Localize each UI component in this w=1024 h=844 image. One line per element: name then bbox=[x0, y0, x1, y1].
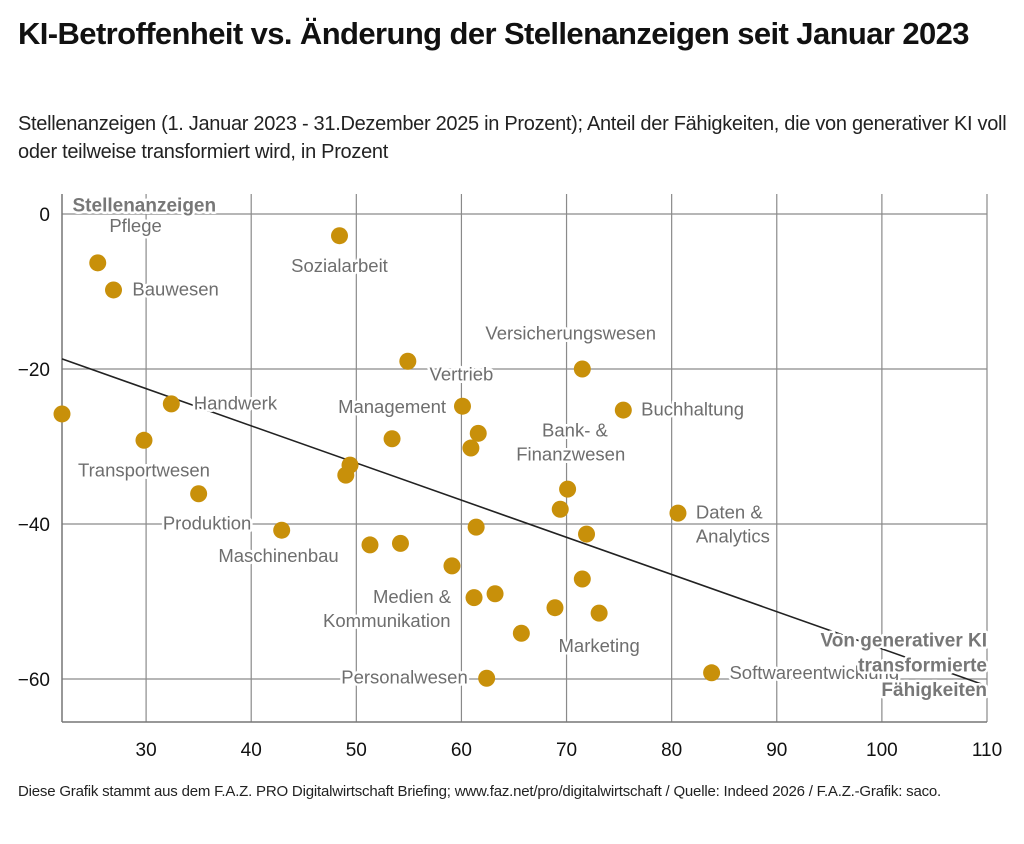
y-tick-label: −40 bbox=[18, 515, 50, 536]
x-tick-label: 50 bbox=[346, 740, 367, 761]
scatter-chart: Pflege Bauwesen Sozialarbeit Versicherungsw… bbox=[18, 193, 1002, 761]
label-layer: Pflege Bauwesen Sozialarbeit Versicherungsw… bbox=[76, 212, 902, 690]
data-point-vertrieb bbox=[399, 352, 417, 370]
data-point-pflege bbox=[89, 254, 107, 272]
dot-layer bbox=[53, 227, 721, 687]
data-point bbox=[467, 518, 485, 536]
y-tick-label: 0 bbox=[39, 205, 50, 226]
data-point bbox=[573, 570, 591, 588]
data-point bbox=[443, 557, 461, 575]
point-label: Sozialarbeit bbox=[291, 255, 388, 276]
point-label: Pflege bbox=[109, 215, 161, 236]
trend-line bbox=[61, 358, 988, 687]
data-point bbox=[361, 536, 379, 554]
grid-layer bbox=[61, 194, 988, 723]
data-point bbox=[53, 405, 71, 423]
x-tick-label: 110 bbox=[972, 740, 1002, 761]
data-point bbox=[486, 585, 504, 603]
x-axis-title: Fähigkeiten bbox=[881, 680, 987, 701]
point-label: Daten & bbox=[696, 502, 764, 523]
point-label: Bauwesen bbox=[132, 278, 218, 299]
point-label: Versicherungswesen bbox=[485, 323, 656, 344]
point-label: Buchhaltung bbox=[641, 399, 744, 420]
x-tick-label: 90 bbox=[766, 740, 787, 761]
data-point-softwareentwicklung bbox=[703, 664, 721, 682]
point-label: Kommunikation bbox=[323, 610, 451, 631]
data-point-versicherungswesen bbox=[573, 360, 591, 378]
x-tick-label: 100 bbox=[866, 740, 898, 761]
data-point-maschinenbau bbox=[273, 521, 291, 539]
data-point-management bbox=[453, 397, 471, 415]
y-axis-title: Stellenanzeigen bbox=[73, 196, 217, 217]
tick-layer: 30 40 50 60 70 80 90 100 110 0 −20 −40 −60 bbox=[18, 205, 1002, 761]
point-label: Personalwesen bbox=[341, 667, 468, 688]
point-label: Medien & bbox=[373, 586, 452, 607]
point-label: Finanzwesen bbox=[516, 443, 625, 464]
data-point bbox=[383, 430, 401, 448]
data-point-sozialarbeit bbox=[331, 227, 348, 245]
point-label: Marketing bbox=[559, 635, 640, 656]
data-point bbox=[551, 500, 569, 518]
data-point bbox=[462, 439, 480, 457]
data-point-handwerk bbox=[162, 395, 180, 413]
point-label: Analytics bbox=[696, 526, 770, 547]
point-label: Management bbox=[338, 396, 446, 417]
trend-layer bbox=[61, 358, 988, 687]
point-label: Transportwesen bbox=[78, 460, 210, 481]
data-point-marketing bbox=[590, 604, 608, 622]
point-label: Produktion bbox=[163, 512, 251, 533]
data-point bbox=[578, 525, 596, 543]
y-tick-label: −60 bbox=[18, 670, 50, 691]
data-point-medien-kommunikation bbox=[465, 589, 483, 607]
point-label: Maschinenbau bbox=[218, 545, 338, 566]
point-label: Softwareentwicklung bbox=[729, 662, 899, 683]
x-axis-title: Von generativer KI bbox=[821, 630, 987, 651]
data-point-personalwesen bbox=[478, 669, 496, 687]
x-tick-label: 30 bbox=[136, 740, 157, 761]
data-point-produktion bbox=[190, 485, 208, 503]
data-point bbox=[337, 466, 355, 484]
x-axis-title: transformierte bbox=[858, 655, 987, 676]
data-point-bauwesen bbox=[105, 281, 123, 299]
y-tick-label: −20 bbox=[18, 360, 50, 381]
x-tick-label: 60 bbox=[451, 740, 472, 761]
data-point-bank-finanzwesen bbox=[559, 480, 577, 498]
data-point-transportwesen bbox=[135, 431, 153, 449]
x-tick-label: 80 bbox=[661, 740, 682, 761]
data-point bbox=[469, 424, 487, 442]
point-label: Bank- & bbox=[542, 419, 608, 440]
data-point bbox=[391, 534, 409, 552]
data-point bbox=[546, 599, 564, 617]
point-label: Vertrieb bbox=[430, 364, 494, 385]
chart-subtitle: Stellenanzeigen (1. Januar 2023 - 31.Dez… bbox=[18, 113, 1007, 163]
data-point-buchhaltung bbox=[614, 401, 632, 419]
source-footer: Diese Grafik stammt aus dem F.A.Z. PRO D… bbox=[18, 783, 942, 800]
x-tick-label: 70 bbox=[556, 740, 577, 761]
axis-title-layer: Stellenanzeigen Von generativer KI transfo… bbox=[70, 193, 989, 703]
chart-title: KI-Betroffenheit vs. Änderung der Stelle… bbox=[18, 16, 970, 51]
data-point bbox=[512, 624, 530, 642]
data-point-daten-analytics bbox=[669, 504, 687, 522]
point-label: Handwerk bbox=[194, 392, 278, 413]
x-tick-label: 40 bbox=[241, 740, 262, 761]
